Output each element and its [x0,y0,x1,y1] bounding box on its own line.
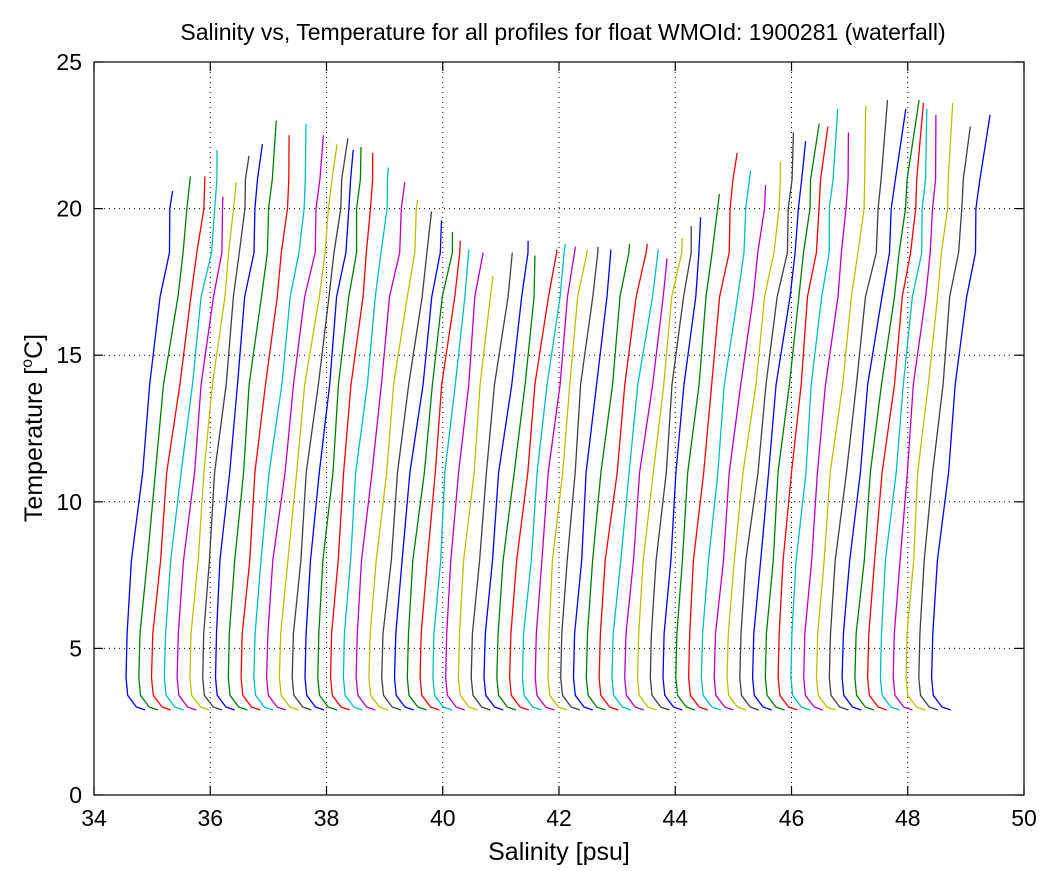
y-axis-label-superscript: o [19,359,36,368]
y-axis-label-main: Temperature [ [20,368,48,522]
axis-ticks: 34 36 38 40 42 44 46 48 50 0 5 10 15 20 25 [56,49,1036,831]
x-tick-label: 40 [430,805,456,831]
x-axis-label: Salinity [psu] [488,838,630,866]
profile-line [202,155,250,711]
profile-line [125,190,174,711]
profile-line [918,126,971,711]
x-tick-label: 38 [314,805,340,831]
profile-line [214,144,264,711]
y-tick-label: 15 [56,342,82,368]
x-tick-label: 36 [197,805,223,831]
profile-line [585,243,631,711]
profile-line [892,114,937,711]
profile-line [739,132,795,711]
y-tick-label: 10 [56,489,82,515]
profile-line [483,240,529,711]
profile-line [636,237,683,711]
profile-line [700,170,752,711]
profile-line [790,108,839,711]
x-tick-label: 34 [81,805,107,831]
profile-line [381,211,433,711]
profile-line [930,114,991,711]
profile-line [521,243,567,711]
profile-line [406,232,454,711]
profile-line [751,141,807,711]
profile-line [764,123,820,711]
profile-line [866,102,925,711]
profile-line [598,243,648,711]
y-tick-label: 25 [56,49,82,75]
x-tick-label: 50 [1011,805,1037,831]
profile-line [265,135,325,711]
y-axis-label: Temperature [oC] [19,334,48,522]
x-tick-label: 48 [895,805,921,831]
profile-line [227,120,277,711]
profile-line [854,100,920,711]
profile-line [470,252,513,711]
profile-line [189,182,237,711]
profile-line [572,249,612,711]
profile-line [611,249,660,711]
profile-line [393,220,443,711]
y-tick-label: 0 [69,782,82,808]
profile-line [278,144,338,711]
profile-line [726,161,782,711]
profile-line [649,226,692,711]
profile-line [163,149,218,711]
profile-line [879,108,928,711]
profile-line [150,176,206,711]
y-tick-label: 5 [69,635,82,661]
x-tick-label: 42 [546,805,572,831]
profile-line [457,275,494,711]
x-tick-label: 46 [779,805,805,831]
profile-line [687,152,738,711]
profile-line [432,249,470,711]
profile-line [253,123,307,711]
profile-line [496,255,536,711]
profile-line [841,108,907,711]
profile-line [662,217,702,711]
profile-line [445,252,484,711]
x-tick-label: 44 [662,805,688,831]
profile-line [777,126,829,711]
profile-line [355,182,406,711]
profile-line [815,105,867,711]
profile-line [240,135,290,711]
profile-line [291,138,349,711]
profile-line [508,249,558,711]
chart-title: Salinity vs, Temperature for all profile… [180,19,945,45]
profile-line [342,167,389,711]
profile-series-group [125,100,991,711]
profile-line [713,185,767,711]
y-axis-label-end: C] [20,334,48,359]
profile-line [176,196,224,711]
profile-line [675,193,721,711]
profile-line [419,240,461,711]
profile-line [138,176,192,711]
profile-line [368,199,419,711]
profile-line [803,132,850,711]
profile-line [317,146,362,711]
profile-line [560,246,599,711]
profile-line [534,246,577,711]
profile-line [905,102,954,711]
profile-line [329,152,374,711]
y-tick-label: 20 [56,196,82,222]
profile-line [547,249,588,711]
profile-line [624,258,668,711]
profile-line [304,149,354,711]
profile-line [828,100,889,711]
